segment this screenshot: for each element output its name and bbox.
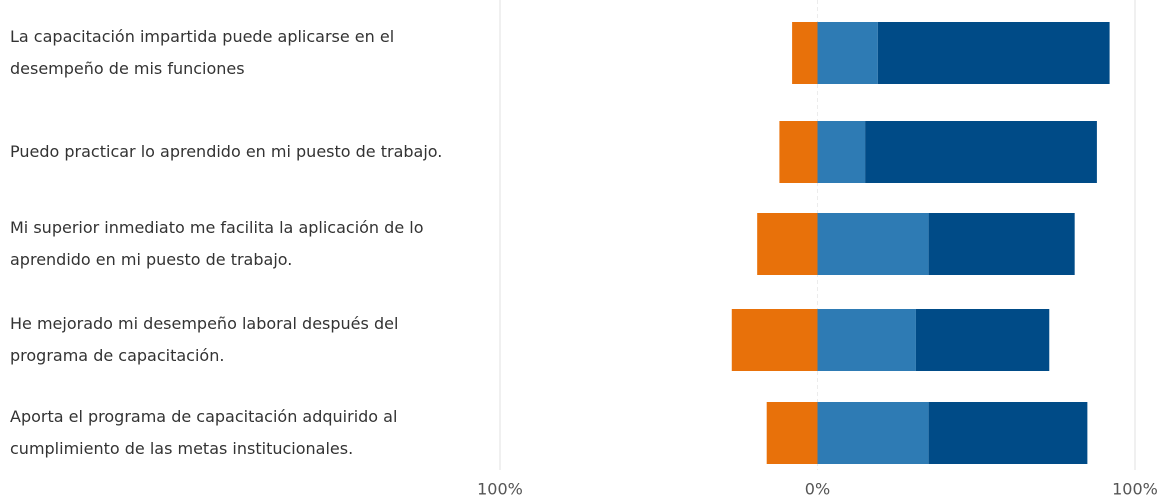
category-label: Mi superior inmediato me facilita la apl… [10,218,424,269]
bar-segment [877,22,1110,84]
bar-segment [792,22,818,84]
bar-segment [779,121,818,183]
x-tick-label: 100% [477,480,523,499]
bar-segment [757,213,818,275]
bar-segment [731,309,818,371]
bar-segment [928,402,1088,464]
bar-segment [817,22,878,84]
category-label: Puedo practicar lo aprendido en mi puest… [10,142,443,161]
bar-segment [817,309,916,371]
category-label: La capacitación impartida puede aplicars… [10,27,395,78]
x-tick-label: 100% [1112,480,1158,499]
x-tick-label: 0% [805,480,830,499]
bar-segment [865,121,1097,183]
bar-segment [817,402,929,464]
bar-segment [766,402,818,464]
bar-segment [928,213,1075,275]
bar-segment [817,213,929,275]
category-label: Aporta el programa de capacitación adqui… [10,407,398,458]
bar-segment [817,121,866,183]
category-label: He mejorado mi desempeño laboral después… [10,314,399,365]
bar-segment [915,309,1050,371]
